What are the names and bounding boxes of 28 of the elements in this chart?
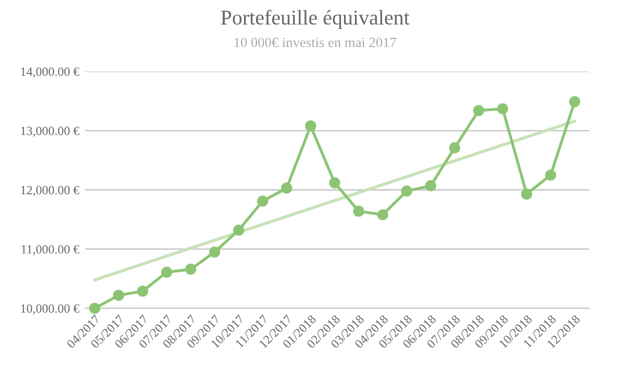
point	[329, 177, 340, 188]
point	[353, 206, 364, 217]
point	[89, 302, 100, 314]
y-tick-label: 11,000.00 €	[22, 245, 80, 256]
point	[497, 103, 508, 114]
y-tick-label: 10,000.00 €	[21, 304, 80, 315]
point	[521, 188, 532, 200]
point	[113, 290, 124, 301]
y-tick-label: 12,000.00 €	[21, 186, 80, 196]
point	[281, 182, 292, 194]
y-tick-label: 14,000.00 €	[21, 67, 80, 78]
point	[185, 264, 196, 275]
point	[377, 209, 388, 220]
point	[401, 186, 412, 197]
point	[449, 142, 460, 154]
point	[569, 96, 580, 108]
point	[305, 120, 316, 132]
point	[473, 104, 484, 116]
point	[233, 224, 244, 236]
point	[425, 180, 436, 192]
y-tick-label: 13,000.00 €	[21, 126, 80, 137]
point	[257, 196, 268, 207]
point	[137, 286, 148, 297]
point	[209, 246, 220, 258]
point	[545, 170, 556, 181]
point	[161, 266, 172, 278]
chart-title: Portefeuille équivalent	[221, 10, 410, 29]
chart-subtitle: 10 000€ investis en mai 2017	[234, 38, 396, 48]
